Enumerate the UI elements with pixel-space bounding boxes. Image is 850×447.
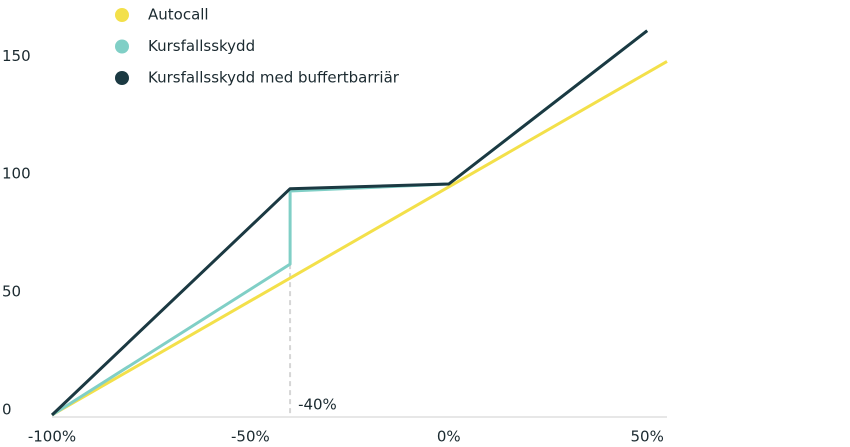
series-line (51, 60, 668, 417)
legend-label: Autocall (148, 6, 209, 24)
legend-label: Kursfallsskydd (148, 37, 255, 55)
x-tick-label: 50% (630, 428, 663, 446)
x-tick-label: -100% (28, 428, 76, 446)
series-line (50, 29, 649, 417)
annotation-label: -40% (298, 396, 337, 414)
y-tick-label: 150 (2, 47, 31, 65)
legend-label: Kursfallsskydd med buffertbarriär (148, 69, 400, 87)
x-tick-label: 0% (437, 428, 461, 446)
legend-marker (115, 71, 129, 85)
y-tick-label: 0 (2, 401, 12, 419)
legend-marker (115, 8, 129, 22)
x-tick-label: -50% (231, 428, 270, 446)
y-tick-label: 50 (2, 283, 21, 301)
y-tick-label: 100 (2, 165, 31, 183)
series-line (51, 29, 649, 417)
legend-marker (115, 39, 129, 54)
